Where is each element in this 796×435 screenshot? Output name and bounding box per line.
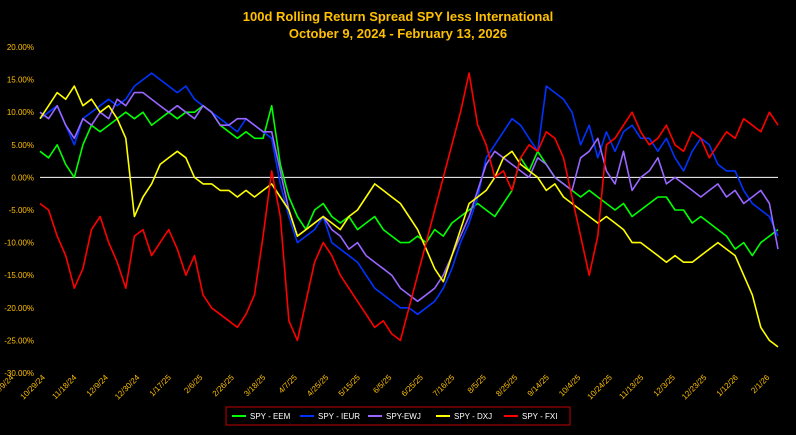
y-tick-label: -25.00%: [4, 336, 34, 345]
y-tick-label: -10.00%: [4, 239, 34, 248]
chart-subtitle: October 9, 2024 - February 13, 2026: [289, 26, 507, 41]
chart-title: 100d Rolling Return Spread SPY less Inte…: [243, 9, 553, 24]
y-tick-label: 0.00%: [11, 173, 34, 182]
y-tick-label: 15.00%: [7, 76, 34, 85]
series-line-spy-eem: [39, 104, 779, 257]
series-line-spy-dxj: [39, 85, 779, 348]
y-tick-label: -20.00%: [4, 304, 34, 313]
legend-label: SPY - FXI: [522, 412, 557, 421]
legend-label: SPY-EWJ: [386, 412, 421, 421]
legend-label: SPY - EEM: [250, 412, 291, 421]
legend: SPY - EEM SPY - IEUR SPY-EWJ SPY - DXJ SPY -…: [225, 406, 571, 426]
y-tick-label: -30.00%: [4, 369, 34, 378]
legend-label: SPY - IEUR: [318, 412, 360, 421]
y-tick-label: -15.00%: [4, 271, 34, 280]
y-tick-label: 5.00%: [11, 141, 34, 150]
y-tick-label: 10.00%: [7, 108, 34, 117]
y-axis: 20.00% 15.00% 10.00% 5.00% 0.00% -5.00% -10.00…: [4, 43, 34, 378]
legend-box: [225, 406, 571, 426]
legend-label: SPY - DXJ: [454, 412, 492, 421]
series-line-spy-fxi: [39, 72, 779, 342]
plot-area: [39, 72, 779, 348]
y-tick-label: -5.00%: [9, 206, 34, 215]
y-tick-label: 20.00%: [7, 43, 34, 52]
series-line-spy-ewj: [39, 91, 779, 303]
